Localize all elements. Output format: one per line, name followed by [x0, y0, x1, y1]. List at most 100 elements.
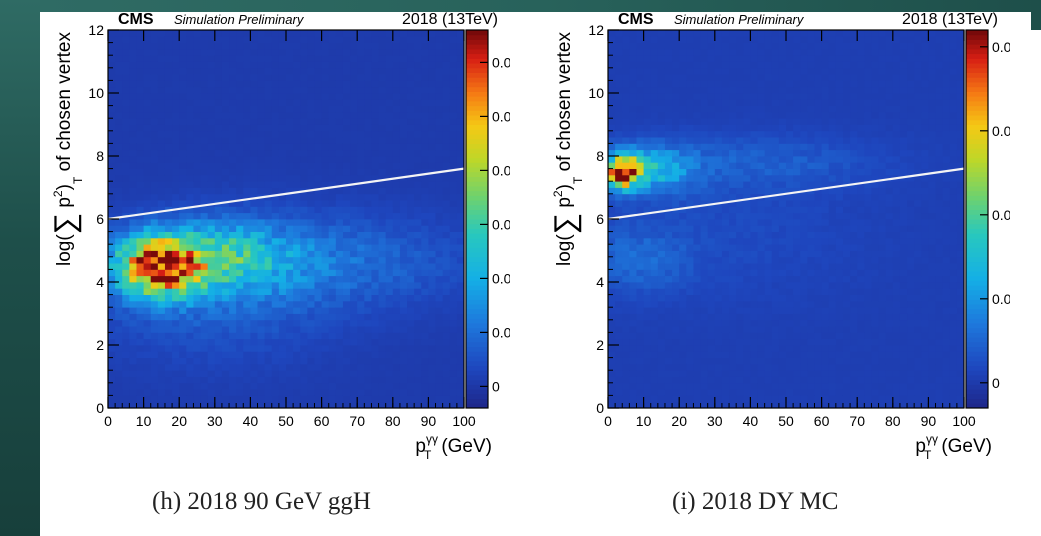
heatmap-cell [371, 162, 379, 169]
heatmap-cell [707, 111, 716, 119]
heatmap-cell [221, 275, 230, 283]
heatmap-cell [657, 162, 666, 169]
heatmap-cell [150, 357, 159, 365]
heatmap-cell [800, 382, 808, 390]
heatmap-cell [385, 74, 394, 81]
heatmap-cell [636, 149, 644, 157]
heatmap-cell [672, 99, 680, 106]
heatmap-cell [421, 111, 429, 119]
heatmap-cell [399, 250, 408, 258]
heatmap-cell [278, 231, 287, 239]
heatmap-cell [743, 300, 751, 308]
heatmap-cell [278, 263, 287, 270]
heatmap-cell [786, 80, 794, 88]
heatmap-cell [264, 36, 273, 43]
heatmap-cell [172, 149, 180, 157]
heatmap-cell [643, 326, 652, 333]
heatmap-cell [278, 61, 287, 69]
heatmap-cell [407, 250, 415, 258]
heatmap-cell [293, 389, 301, 396]
heatmap-cell [335, 193, 344, 201]
heatmap-cell [672, 93, 680, 100]
heatmap-cell [264, 319, 273, 327]
heatmap-cell [650, 67, 659, 75]
heatmap-cell [622, 300, 630, 308]
heatmap-cell [150, 105, 159, 113]
heatmap-cell [314, 244, 322, 251]
heatmap-cell [435, 143, 444, 151]
heatmap-cell [714, 74, 723, 81]
heatmap-cell [200, 36, 209, 43]
heatmap-cell [643, 250, 652, 258]
heatmap-cell [364, 351, 372, 358]
heatmap-cell [186, 124, 194, 132]
heatmap-cell [321, 168, 330, 176]
heatmap-cell [757, 256, 766, 264]
heatmap-cell [421, 36, 429, 43]
heatmap-cell [686, 269, 694, 277]
heatmap-cell [364, 93, 372, 100]
heatmap-cell [136, 345, 144, 352]
heatmap-cell [608, 42, 616, 50]
heatmap-cell [257, 149, 266, 157]
heatmap-cell [328, 105, 337, 113]
heatmap-cell [286, 345, 294, 352]
heatmap-cell [456, 263, 465, 270]
heatmap-cell [385, 225, 394, 232]
heatmap-cell [707, 187, 716, 195]
heatmap-cell [707, 351, 716, 358]
heatmap-cell [736, 376, 744, 384]
heatmap-cell [657, 307, 666, 314]
heatmap-cell [693, 55, 701, 62]
heatmap-cell [193, 332, 201, 340]
heatmap-cell [650, 187, 659, 195]
heatmap-cell [664, 338, 673, 346]
heatmap-cell [172, 244, 180, 251]
heatmap-cell [672, 401, 680, 409]
heatmap-cell [615, 395, 623, 403]
heatmap-cell [743, 149, 751, 157]
heatmap-cell [707, 30, 716, 37]
heatmap-cell [221, 193, 230, 201]
heatmap-cell [729, 55, 737, 62]
heatmap-cell [293, 319, 301, 327]
heatmap-cell [193, 55, 201, 62]
heatmap-cell [342, 99, 351, 106]
heatmap-cell [736, 212, 744, 220]
heatmap-cell [214, 332, 223, 340]
heatmap-cell [392, 156, 401, 163]
heatmap-cell [364, 67, 372, 75]
heatmap-cell [143, 288, 152, 295]
heatmap-cell [108, 42, 116, 50]
heatmap-cell [278, 294, 287, 302]
heatmap-cell [143, 263, 152, 270]
heatmap-cell [414, 80, 422, 88]
heatmap-cell [629, 86, 637, 94]
heatmap-cell [428, 300, 436, 308]
heatmap-cell [736, 206, 744, 214]
heatmap-cell [200, 212, 209, 220]
heatmap-cell [414, 307, 422, 314]
heatmap-cell [321, 269, 330, 277]
heatmap-cell [608, 80, 616, 88]
heatmap-cell [428, 111, 436, 119]
heatmap-cell [250, 225, 258, 232]
heatmap-cell [643, 357, 652, 365]
heatmap-cell [650, 30, 659, 37]
heatmap-cell [428, 86, 436, 94]
heatmap-cell [778, 370, 787, 377]
heatmap-cell [421, 382, 429, 390]
heatmap-cell [750, 187, 758, 195]
heatmap-cell [615, 67, 623, 75]
heatmap-cell [378, 326, 387, 333]
heatmap-cell [743, 219, 751, 226]
heatmap-cell [449, 313, 458, 321]
heatmap-cell [793, 231, 801, 239]
heatmap-cell [657, 351, 666, 358]
heatmap-cell [392, 370, 401, 377]
heatmap-cell [672, 162, 680, 169]
heatmap-cell [172, 156, 180, 163]
heatmap-cell [122, 351, 130, 358]
heatmap-cell [650, 250, 659, 258]
heatmap-cell [236, 143, 244, 151]
